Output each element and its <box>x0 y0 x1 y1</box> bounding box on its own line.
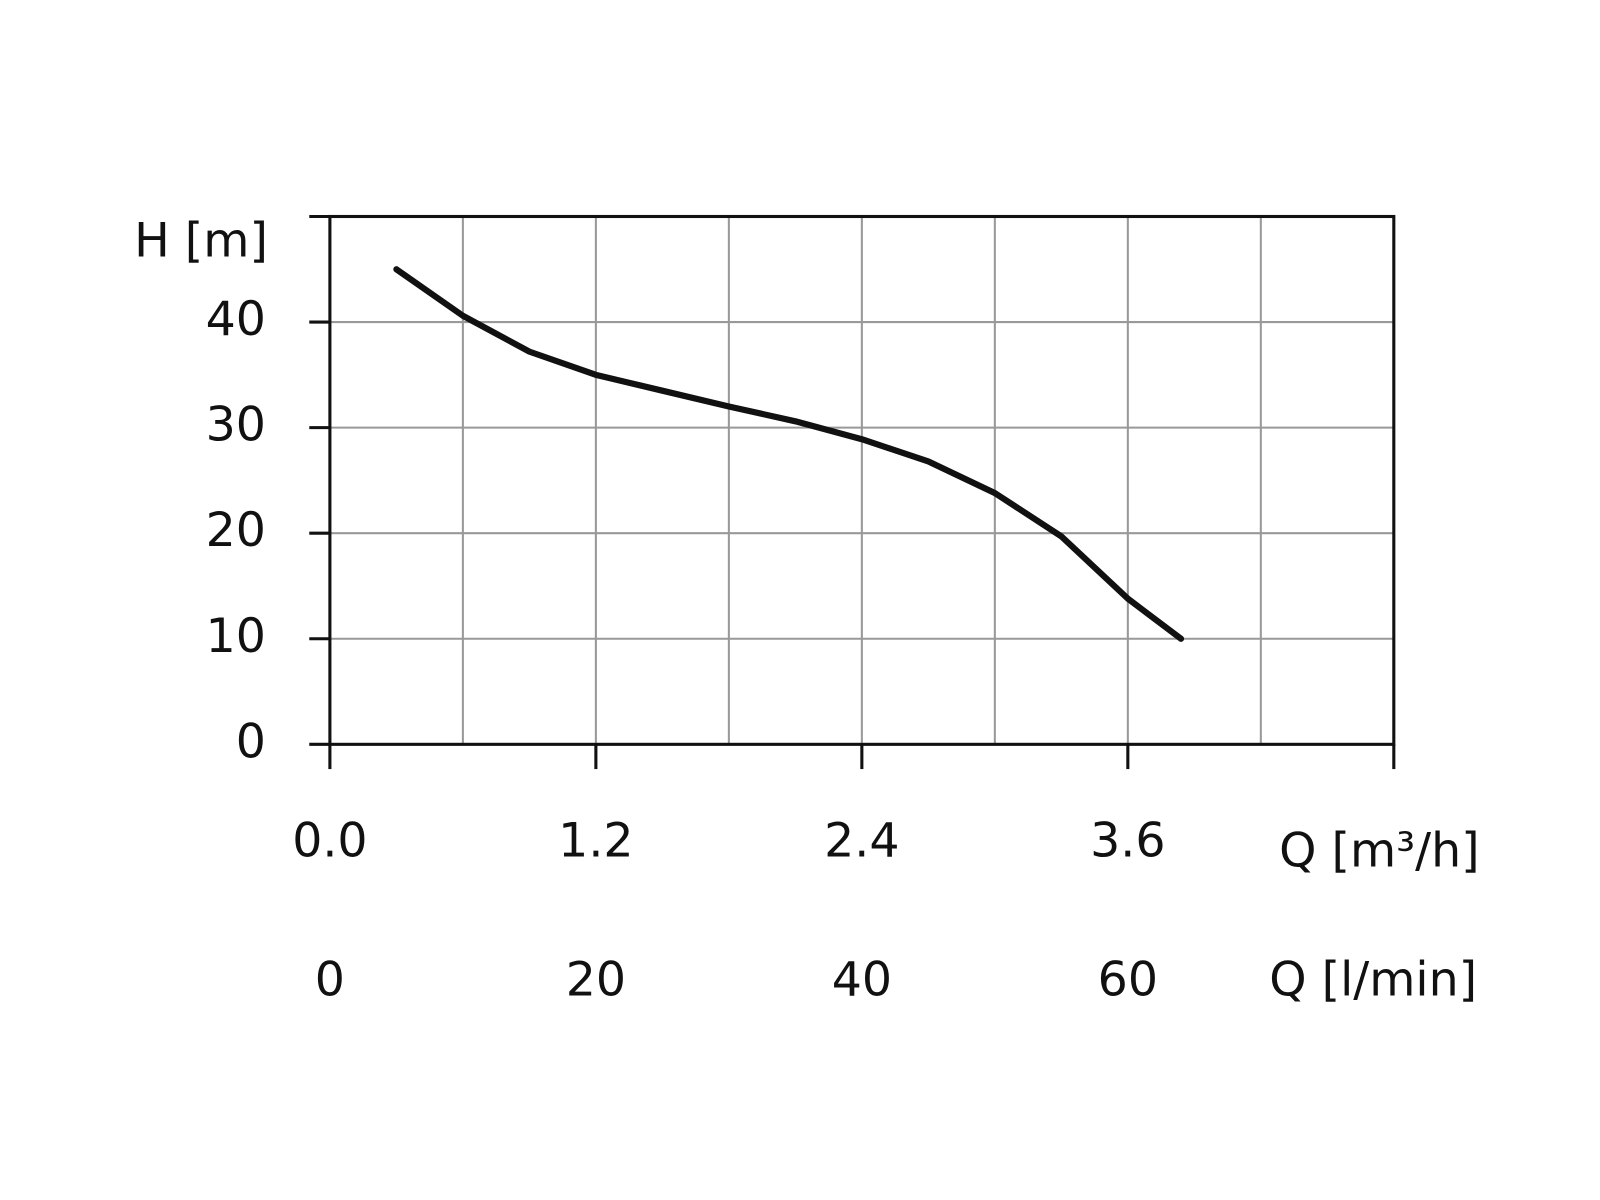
x2-tick-label: 3.6 <box>1090 813 1165 868</box>
y-tick-label: 0 <box>236 714 266 769</box>
x2-axis-label: Q [m³/h] <box>1279 824 1480 879</box>
x-tick-label: 0 <box>315 952 345 1007</box>
curve <box>393 266 1185 642</box>
x-tick-label: 60 <box>1098 952 1158 1007</box>
x2-tick-label: 0.0 <box>292 813 367 868</box>
x-tick-label: 40 <box>832 952 892 1007</box>
x2-tick-label: 1.2 <box>558 813 633 868</box>
y-tick-label: 20 <box>206 503 266 558</box>
y-tick-label: 40 <box>206 292 266 347</box>
x-axis-label: Q [l/min] <box>1269 952 1477 1007</box>
y-axis-label: H [m] <box>134 213 268 268</box>
x2-tick-label: 2.4 <box>824 813 899 868</box>
x-tick-label: 20 <box>566 952 626 1007</box>
y-tick-label: 10 <box>206 609 266 664</box>
y-tick-label: 30 <box>206 398 266 453</box>
